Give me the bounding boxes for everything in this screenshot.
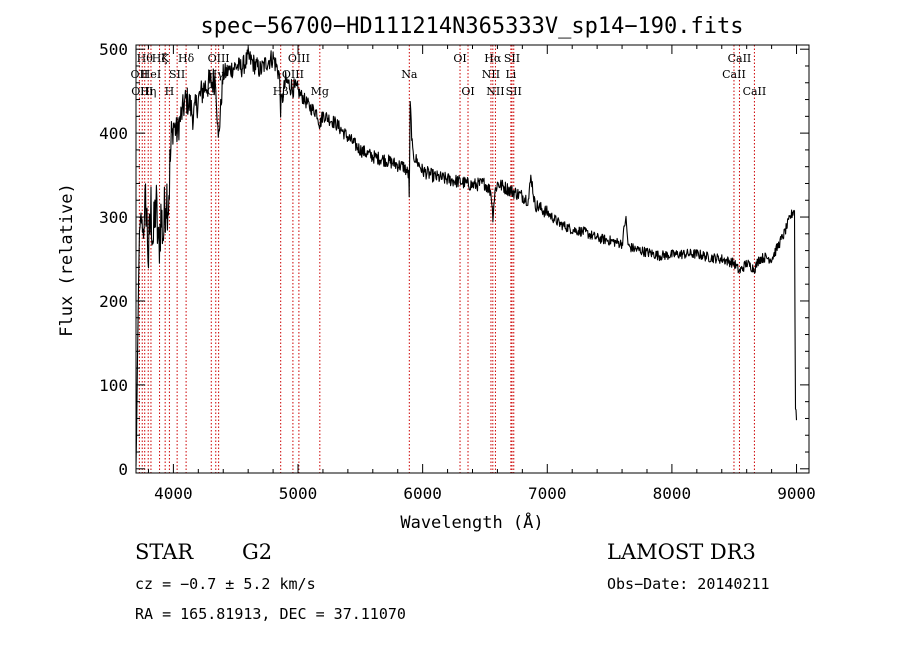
spectral-line-label: OI [453, 52, 466, 65]
spectral-line-label: CaII [743, 85, 767, 98]
y-axis: 0 100 200 300 400 500 [99, 40, 809, 479]
spectrum-line [135, 47, 798, 467]
spectral-line-label: SII [169, 68, 185, 81]
y-axis-label: Flux (relative) [57, 183, 77, 337]
object-subclass: G2 [242, 540, 272, 564]
spectral-line-label: CaII [728, 52, 752, 65]
spectral-line-label: H [165, 85, 175, 98]
spectral-line-label: HeI [141, 68, 161, 81]
spectral-line-label: SII [506, 85, 522, 98]
spectral-line-label: Hδ [178, 52, 195, 65]
survey-name: LAMOST DR3 [607, 540, 756, 564]
spectral-line-label: Hζ [152, 52, 168, 65]
spectral-line-label: K [161, 52, 170, 65]
spectral-line-label: OIII [208, 52, 230, 65]
spectral-line-label: Hγ [208, 68, 225, 81]
y-tick-label: 300 [99, 208, 128, 227]
spectral-line-label: OIII [282, 68, 304, 81]
object-class: STAR [135, 540, 194, 564]
x-tick-label: 7000 [528, 484, 567, 503]
spectral-line-label: SII [504, 52, 520, 65]
y-tick-label: 0 [118, 460, 128, 479]
spectral-line-label: Li [505, 68, 516, 81]
y-tick-label: 500 [99, 40, 128, 59]
spectral-line-label: OII [131, 68, 149, 81]
spectral-line-label: Hθ [137, 52, 154, 65]
redshift-value: cz = −0.7 ± 5.2 km/s [135, 575, 316, 593]
chart-title: spec−56700−HD111214N365333V_sp14−190.fit… [200, 14, 743, 39]
x-axis-label: Wavelength (Å) [400, 511, 543, 533]
y-tick-label: 200 [99, 292, 128, 311]
spectral-line-label: NII [482, 68, 500, 81]
spectral-line-label: OI [461, 85, 474, 98]
spectral-line-label: Hη [140, 85, 156, 98]
x-tick-label: 4000 [154, 484, 193, 503]
spectral-line-label: CaII [722, 68, 746, 81]
spectral-line-label: Na [401, 68, 418, 81]
spectral-line-label: OIII [288, 52, 310, 65]
spectral-line-label: OIII [131, 85, 153, 98]
x-tick-label: 6000 [403, 484, 442, 503]
spectral-line-markers [138, 45, 755, 473]
spectral-line-label: G [207, 85, 216, 98]
y-tick-label: 400 [99, 124, 128, 143]
x-axis: 4000 5000 6000 7000 8000 9000 [147, 45, 816, 503]
spectral-line-label: Hα [484, 52, 502, 65]
y-tick-label: 100 [99, 376, 128, 395]
x-tick-label: 5000 [279, 484, 318, 503]
spectral-line-label: NII [486, 85, 504, 98]
spectral-line-label: Mg [311, 85, 329, 98]
x-tick-label: 9000 [777, 484, 816, 503]
x-tick-label: 8000 [653, 484, 692, 503]
coordinates: RA = 165.81913, DEC = 37.11070 [135, 605, 406, 623]
observation-date: Obs−Date: 20140211 [607, 575, 770, 593]
